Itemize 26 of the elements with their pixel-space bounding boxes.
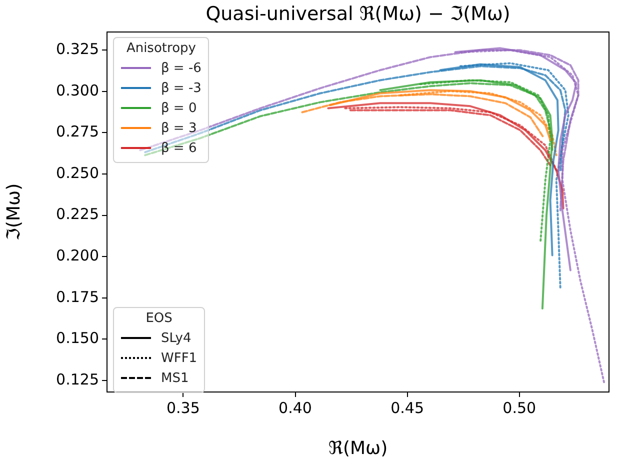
- legend-label: WFF1: [161, 350, 198, 366]
- chart-title: Quasi-universal ℜ(Mω) − ℑ(Mω): [204, 3, 512, 25]
- x-tick-label: 0.50: [502, 398, 536, 417]
- legend-label: β = 3: [161, 120, 197, 136]
- legend-label: MS1: [161, 370, 189, 386]
- x-tick-label: 0.40: [278, 398, 312, 417]
- legend-label: β = -3: [161, 80, 202, 96]
- y-tick-label: 0.125: [56, 370, 99, 388]
- y-tick-label: 0.225: [56, 205, 99, 224]
- text: EOS: [146, 311, 172, 326]
- y-tick-label: 0.175: [56, 288, 99, 306]
- legend-label: β = -6: [161, 60, 202, 76]
- y-axis-title: ℑ(Mω): [3, 183, 24, 241]
- legend-label: SLy4: [161, 330, 192, 346]
- y-tick-label: 0.150: [56, 329, 99, 348]
- x-axis-title: ℜ(Mω): [328, 438, 388, 459]
- y-tick-label: 0.250: [56, 164, 99, 182]
- y-tick-label: 0.275: [56, 122, 99, 141]
- x-tick-label: 0.45: [390, 398, 424, 417]
- legend-label: β = 0: [161, 100, 197, 116]
- x-tick-label: 0.35: [166, 398, 200, 417]
- y-tick-label: 0.200: [56, 246, 99, 264]
- text: Anisotropy: [126, 41, 196, 56]
- legend-label: β = 6: [161, 140, 197, 156]
- y-tick-label: 0.300: [56, 81, 99, 100]
- y-tick-label: 0.325: [56, 40, 99, 58]
